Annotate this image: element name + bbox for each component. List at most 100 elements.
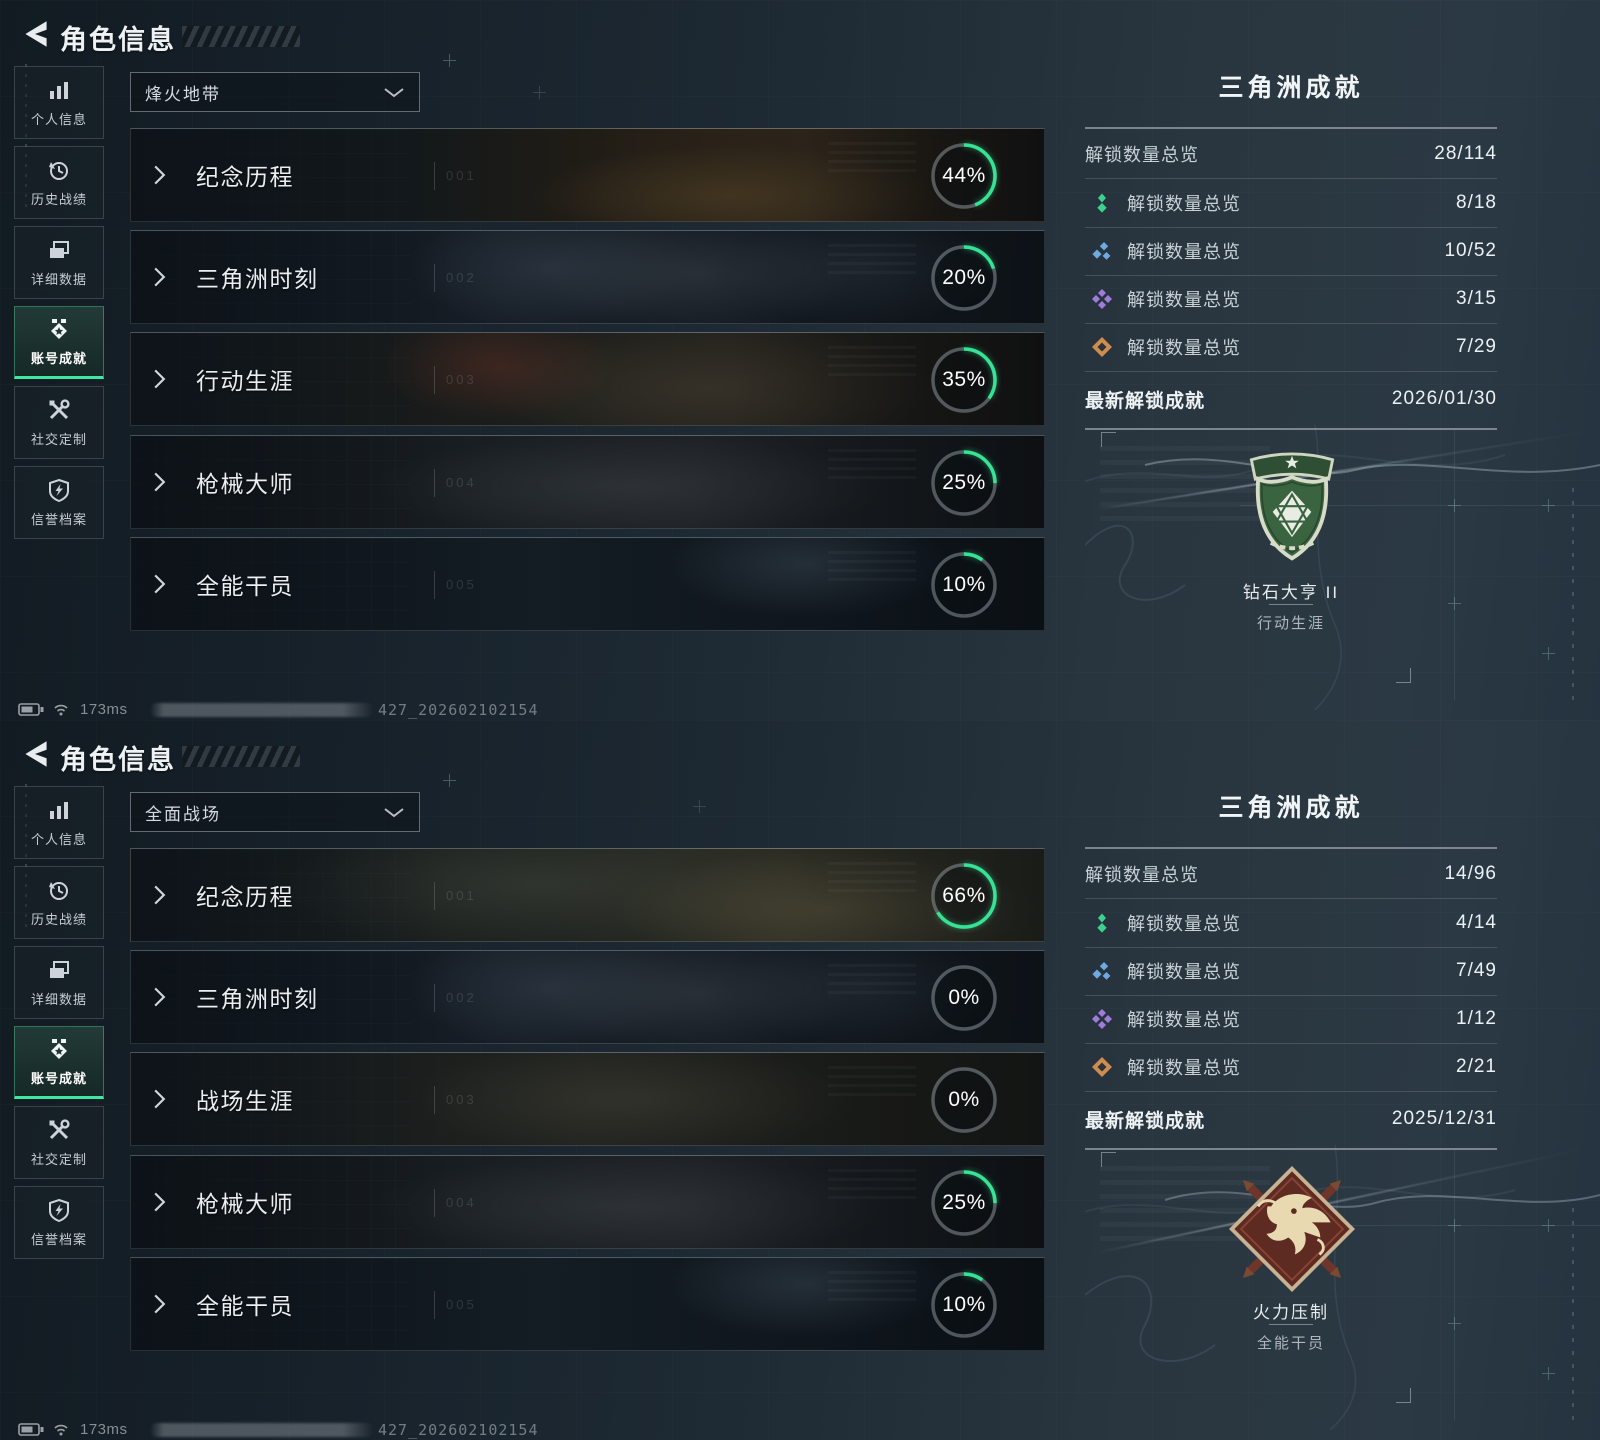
category-title: 行动生涯 <box>196 368 294 394</box>
sidebar-item-label: 详细数据 <box>30 992 87 1007</box>
tier-unlock-row: 解锁数量总览 4/14 <box>1085 899 1497 947</box>
sidebar-item-history-record[interactable]: 历史战绩 <box>14 866 104 939</box>
status-bar: 173ms 427_202602102154 <box>0 1420 1600 1440</box>
ping-value: 173ms <box>80 701 128 718</box>
sidebar-item-history-record[interactable]: 历史战绩 <box>14 146 104 219</box>
bar-chart-icon <box>50 802 68 819</box>
achievement-category-row[interactable]: 纪念历程 001 44% <box>130 128 1045 222</box>
category-code: 005 <box>434 571 477 599</box>
progress-ring: 0% <box>927 1063 1001 1137</box>
tier-unlock-row: 解锁数量总览 7/49 <box>1085 947 1497 995</box>
tier-unlock-label: 解锁数量总览 <box>1127 338 1241 358</box>
chevron-right-icon <box>154 369 166 389</box>
category-title: 枪械大师 <box>196 1191 294 1217</box>
tier-unlock-row: 解锁数量总览 1/12 <box>1085 995 1497 1043</box>
achievement-category-row[interactable]: 全能干员 005 10% <box>130 1257 1045 1351</box>
decor-line <box>1454 1150 1455 1420</box>
decor-fine-print <box>828 346 916 382</box>
decor-fine-print <box>828 1271 916 1307</box>
decor-tick-column <box>25 784 27 934</box>
sidebar-item-label: 详细数据 <box>30 272 87 287</box>
back-button[interactable] <box>18 736 54 772</box>
badge-category: 全能干员 <box>1256 1335 1325 1352</box>
chevron-right-icon <box>154 267 166 287</box>
achievement-category-row[interactable]: 战场生涯 003 0% <box>130 1052 1045 1146</box>
decor-corner-bracket <box>1396 668 1411 683</box>
divider <box>1085 428 1497 430</box>
category-code: 002 <box>434 984 477 1012</box>
bar-chart-icon <box>50 82 68 99</box>
divider <box>1269 1324 1313 1325</box>
tier-unlock-value: 10/52 <box>1444 240 1497 261</box>
sidebar-item-detailed-data[interactable]: 详细数据 <box>14 946 104 1019</box>
back-button[interactable] <box>18 16 54 52</box>
progress-ring: 10% <box>927 548 1001 622</box>
tier-orange-diamond-icon <box>1092 1057 1112 1077</box>
decor-fine-print <box>828 142 916 178</box>
progress-percent: 25% <box>942 1191 986 1214</box>
mode-select-dropdown[interactable]: 全面战场 <box>130 792 420 832</box>
summary-title: 三角洲成就 <box>1218 74 1364 102</box>
category-code: 001 <box>434 162 477 190</box>
badge-red-dragon-patch <box>1228 1165 1356 1293</box>
tier-unlock-row: 解锁数量总览 7/29 <box>1085 323 1497 371</box>
unlock-total-row: 解锁数量总览 14/96 <box>1085 850 1497 898</box>
progress-percent: 35% <box>942 368 986 391</box>
sidebar-item-reputation-archive[interactable]: 信誉档案 <box>14 1186 104 1259</box>
sidebar-item-reputation-archive[interactable]: 信誉档案 <box>14 466 104 539</box>
category-title: 枪械大师 <box>196 471 294 497</box>
page-title: 角色信息 <box>60 25 176 55</box>
category-code: 002 <box>434 264 477 292</box>
session-id: 427_202602102154 <box>378 1421 539 1439</box>
sidebar-item-account-achievements[interactable]: 账号成就 <box>14 1026 104 1099</box>
decor-corner-bracket <box>1396 1388 1411 1403</box>
tier-unlock-value: 2/21 <box>1456 1056 1497 1077</box>
sidebar-item-label: 个人信息 <box>30 112 87 127</box>
sidebar-item-social-custom[interactable]: 社交定制 <box>14 1106 104 1179</box>
back-arrow-icon <box>25 21 47 47</box>
tier-unlock-value: 1/12 <box>1456 1008 1497 1029</box>
achievement-category-row[interactable]: 三角洲时刻 002 20% <box>130 230 1045 324</box>
achievement-screen-fire-zone: 角色信息 个人信息 历史战绩 详细数据 账号成就 <box>0 0 1600 720</box>
divider <box>1085 1091 1497 1092</box>
divider <box>1085 275 1497 276</box>
progress-ring: 10% <box>927 1268 1001 1342</box>
decor-fine-print <box>828 1066 916 1102</box>
divider <box>1085 1043 1497 1044</box>
back-arrow-icon <box>25 741 47 767</box>
shield-bolt-icon <box>49 1198 69 1223</box>
sidebar-item-detailed-data[interactable]: 详细数据 <box>14 226 104 299</box>
achievement-category-row[interactable]: 纪念历程 001 66% <box>130 848 1045 942</box>
category-code: 004 <box>434 1189 477 1217</box>
chevron-down-icon <box>384 87 404 97</box>
battery-icon <box>18 1423 44 1436</box>
sidebar-item-account-achievements[interactable]: 账号成就 <box>14 306 104 379</box>
mode-select-dropdown[interactable]: 烽火地带 <box>130 72 420 112</box>
chevron-right-icon <box>154 987 166 1007</box>
divider <box>1085 1148 1497 1150</box>
badge-name: 火力压制 <box>1253 1303 1329 1322</box>
tier-unlock-row: 解锁数量总览 2/21 <box>1085 1043 1497 1091</box>
redacted-player-id <box>150 703 374 717</box>
decor-corner-bracket <box>1101 432 1116 447</box>
tier-blue-diamond-icon <box>1092 242 1111 260</box>
chevron-right-icon <box>154 885 166 905</box>
achievement-category-row[interactable]: 行动生涯 003 35% <box>130 332 1045 426</box>
divider <box>1085 898 1497 899</box>
mode-select-value: 烽火地带 <box>145 84 221 104</box>
achievement-category-row[interactable]: 枪械大师 004 25% <box>130 1155 1045 1249</box>
tools-icon <box>49 399 70 420</box>
achievement-category-row[interactable]: 全能干员 005 10% <box>130 537 1045 631</box>
ping-value: 173ms <box>80 1421 128 1438</box>
achievement-category-row[interactable]: 三角洲时刻 002 0% <box>130 950 1045 1044</box>
tier-unlock-row: 解锁数量总览 3/15 <box>1085 275 1497 323</box>
decor-tick-strip <box>1572 1208 1574 1423</box>
sidebar-item-personal-info[interactable]: 个人信息 <box>14 786 104 859</box>
progress-ring: 44% <box>927 139 1001 213</box>
sidebar-item-social-custom[interactable]: 社交定制 <box>14 386 104 459</box>
sidebar-item-personal-info[interactable]: 个人信息 <box>14 66 104 139</box>
battery-icon <box>18 703 44 716</box>
achievement-category-row[interactable]: 枪械大师 004 25% <box>130 435 1045 529</box>
decor-fine-print <box>828 449 916 485</box>
documents-icon <box>50 961 69 978</box>
